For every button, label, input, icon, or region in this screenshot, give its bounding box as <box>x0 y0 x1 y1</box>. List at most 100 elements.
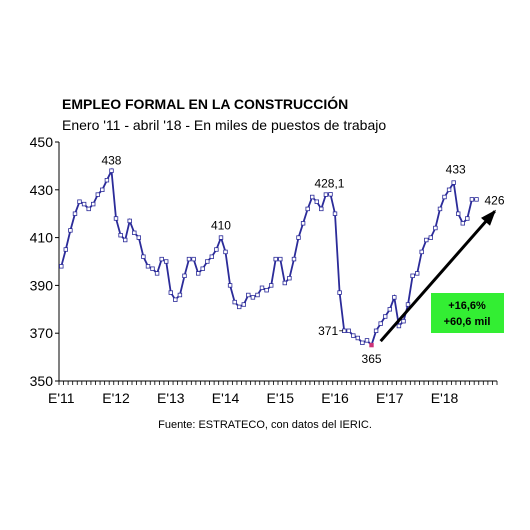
data-point <box>205 259 210 264</box>
data-point <box>433 225 438 231</box>
series-line <box>60 167 477 347</box>
data-point <box>246 292 251 298</box>
growth-badge-box <box>431 293 504 333</box>
data-point <box>378 321 383 326</box>
data-point <box>227 283 233 288</box>
data-point <box>145 264 151 269</box>
x-tick-label: E'16 <box>321 390 349 406</box>
x-tick-label: E'15 <box>266 390 294 406</box>
data-point <box>100 187 105 192</box>
data-point <box>346 328 351 333</box>
data-point <box>337 290 342 295</box>
data-point <box>214 247 219 252</box>
data-point <box>291 256 297 262</box>
x-tick-label: E'12 <box>102 390 130 406</box>
data-point <box>255 292 260 298</box>
data-point <box>113 216 119 221</box>
annotations: 438 410 428,1 371 365 433 426 <box>101 154 504 366</box>
data-point <box>323 192 329 197</box>
data-point <box>424 237 429 243</box>
data-point <box>195 271 201 276</box>
data-point <box>405 302 411 307</box>
data-point <box>451 180 456 185</box>
chart-subtitle: Enero '11 - abril '18 - En miles de pues… <box>62 117 386 133</box>
data-point <box>428 235 433 240</box>
growth-badge-amount: +60,6 mil <box>444 316 491 328</box>
arrow-head <box>481 209 496 226</box>
data-point <box>104 177 110 183</box>
data-point <box>154 271 160 276</box>
data-point <box>72 211 78 216</box>
data-point <box>218 235 224 240</box>
data-point <box>182 273 187 278</box>
data-point <box>159 256 164 262</box>
data-point <box>95 192 100 197</box>
data-point <box>86 206 91 212</box>
x-tick-label: E'14 <box>212 390 240 406</box>
y-tick-label: 410 <box>30 230 54 246</box>
data-point <box>351 333 356 338</box>
data-point <box>186 256 192 262</box>
data-point <box>250 295 256 300</box>
growth-badge: +16,6% +60,6 mil <box>431 293 504 333</box>
x-tick-label: E'11 <box>48 390 75 406</box>
data-point <box>300 221 306 226</box>
data-point <box>81 201 87 207</box>
data-point <box>309 194 315 200</box>
y-tick-label: 430 <box>30 182 54 198</box>
x-tick-label: E'13 <box>157 390 185 406</box>
data-label: 428,1 <box>314 176 344 190</box>
data-point <box>136 235 141 240</box>
data-point <box>278 256 283 262</box>
chart-title: EMPLEO FORMAL EN LA CONSTRUCCIÓN <box>62 95 348 112</box>
data-point <box>282 280 287 286</box>
data-point <box>141 254 146 259</box>
data-point <box>455 211 461 216</box>
data-point <box>328 192 333 197</box>
data-point <box>319 206 324 212</box>
data-point <box>305 206 310 212</box>
data-point <box>273 256 278 262</box>
growth-badge-percent: +16,6% <box>448 300 486 312</box>
data-point <box>296 235 301 240</box>
x-tick-label: E'17 <box>376 390 404 406</box>
data-point <box>236 304 242 310</box>
data-label: 426 <box>484 193 504 207</box>
axes <box>55 141 498 385</box>
data-point <box>200 266 205 271</box>
data-point <box>442 194 447 200</box>
data-label: 365 <box>362 352 382 366</box>
y-tick-label: 390 <box>30 277 54 293</box>
data-point <box>460 221 465 226</box>
data-point <box>474 197 479 202</box>
data-label: 438 <box>101 154 121 168</box>
data-point <box>127 218 132 224</box>
chart-source: Fuente: ESTRATECO, con datos del IERIC. <box>158 419 372 431</box>
y-tick-label: 350 <box>30 373 54 389</box>
data-point <box>177 292 183 298</box>
arrow-shaft <box>379 210 496 343</box>
data-point <box>268 283 274 288</box>
data-point <box>259 285 265 290</box>
data-point <box>446 187 452 192</box>
data-point <box>150 266 155 271</box>
data-point <box>59 264 64 269</box>
data-point <box>382 314 388 319</box>
data-point <box>163 259 169 264</box>
data-point <box>332 211 338 216</box>
data-point <box>314 199 319 204</box>
data-point <box>364 338 370 343</box>
data-point <box>118 232 123 238</box>
y-tick-label: 370 <box>30 325 54 341</box>
data-point <box>168 290 173 295</box>
data-point <box>91 201 96 207</box>
growth-arrow <box>379 209 496 343</box>
x-tick-label: E'18 <box>431 390 459 406</box>
data-point <box>132 230 137 235</box>
data-point <box>437 206 443 212</box>
data-point <box>396 323 402 329</box>
data-point <box>410 273 415 278</box>
data-point <box>287 275 292 281</box>
data-point <box>77 199 82 204</box>
